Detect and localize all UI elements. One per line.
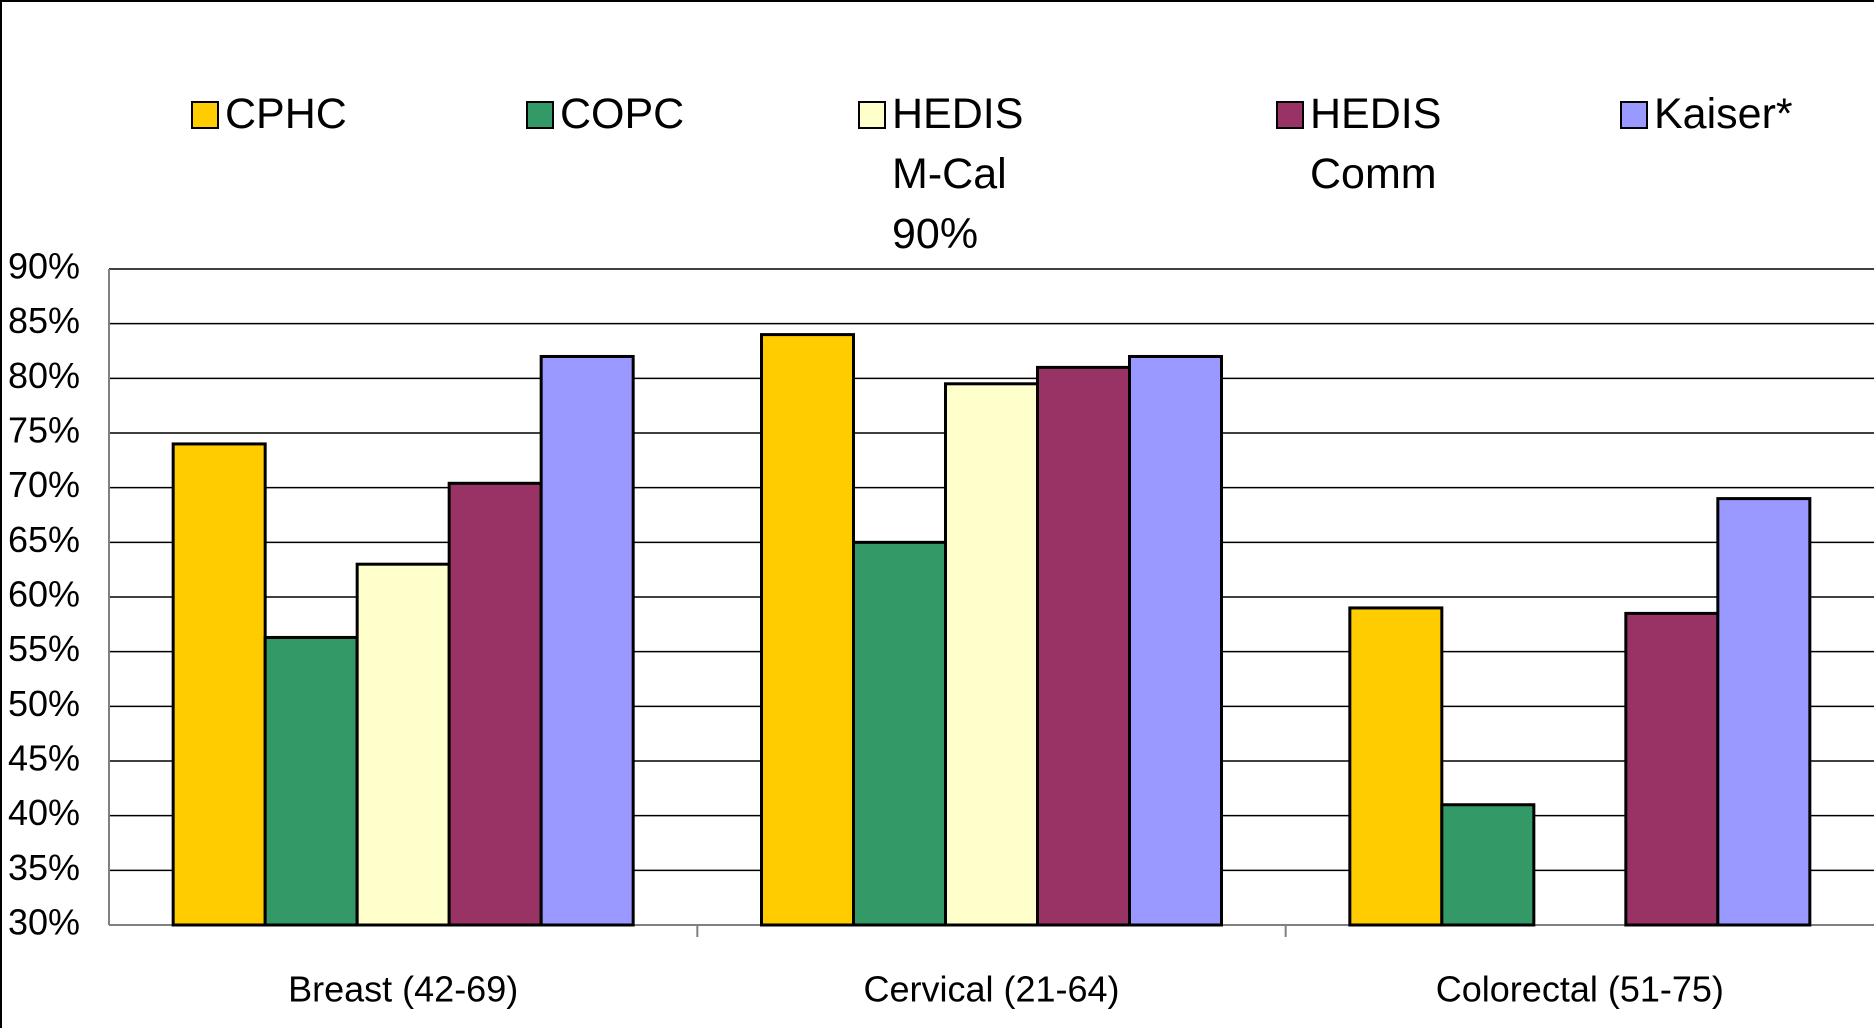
bar <box>355 562 451 927</box>
bar <box>1036 365 1131 927</box>
bar <box>263 635 359 927</box>
y-tick-label: 30% <box>8 902 80 943</box>
legend-label: COPC <box>560 90 685 138</box>
bar <box>944 382 1039 927</box>
y-tick-label: 70% <box>8 464 80 505</box>
bar <box>760 333 855 927</box>
legend-swatch <box>526 101 554 129</box>
y-tick-label: 75% <box>8 410 80 451</box>
y-tick-label: 50% <box>8 683 80 724</box>
legend-label: CPHC <box>225 90 347 138</box>
legend-swatch <box>191 101 219 129</box>
legend-item: COPC <box>526 84 720 144</box>
y-tick-label: 65% <box>8 519 80 560</box>
bar <box>1716 497 1812 927</box>
y-tick-label: 40% <box>8 792 80 833</box>
legend-item: HEDIS Comm <box>1276 84 1470 204</box>
legend-item: HEDIS M-Cal 90% <box>858 84 1052 264</box>
y-tick-label: 55% <box>8 628 80 669</box>
bar <box>447 481 543 927</box>
bar <box>852 540 947 927</box>
legend-swatch <box>1276 101 1304 129</box>
bar <box>1624 611 1720 927</box>
x-tick-label: Colorectal (51-75) <box>1436 969 1724 1010</box>
legend-item: Kaiser* <box>1620 84 1814 144</box>
y-tick-label: 45% <box>8 738 80 779</box>
legend-swatch <box>858 101 886 129</box>
legend-label: HEDIS Comm <box>1310 90 1442 198</box>
x-tick-label: Breast (42-69) <box>288 969 518 1010</box>
bar <box>171 442 267 927</box>
legend-label: Kaiser* <box>1654 90 1793 138</box>
bar <box>539 354 635 927</box>
y-tick-label: 85% <box>8 300 80 341</box>
legend-item: CPHC <box>191 84 385 144</box>
legend-swatch <box>1620 101 1648 129</box>
x-tick-label: Cervical (21-64) <box>863 969 1119 1010</box>
y-tick-label: 60% <box>8 574 80 615</box>
y-tick-label: 90% <box>8 246 80 287</box>
y-tick-label: 35% <box>8 847 80 888</box>
bar <box>1128 354 1223 927</box>
legend-label: HEDIS M-Cal 90% <box>892 90 1024 258</box>
bar <box>1440 803 1536 927</box>
bar <box>1348 606 1444 927</box>
y-tick-label: 80% <box>8 355 80 396</box>
